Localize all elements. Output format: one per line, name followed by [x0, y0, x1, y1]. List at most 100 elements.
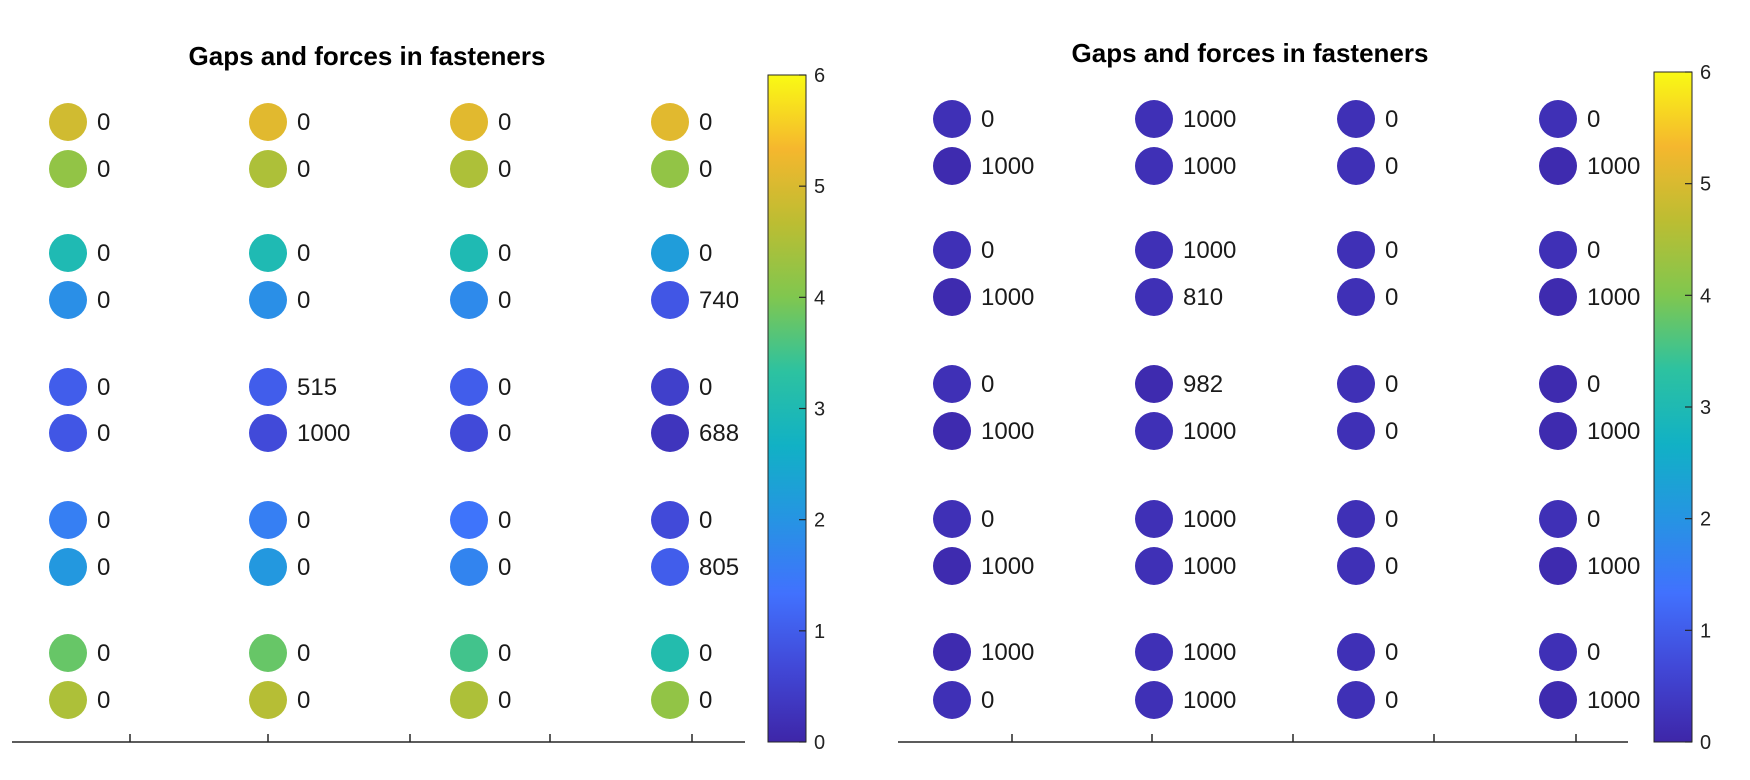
left-force-label-r8-c4: 805 [699, 554, 739, 581]
right-markers-layer [933, 100, 1577, 719]
left-force-label-r1-c1: 0 [97, 109, 110, 136]
left-fastener-marker-r5-c1 [49, 368, 87, 406]
left-force-label-r1-c4: 0 [699, 109, 712, 136]
left-force-label-r9-c3: 0 [498, 640, 511, 667]
left-force-label-r1-c2: 0 [297, 109, 310, 136]
right-force-label-r3-c2: 1000 [1183, 237, 1236, 264]
left-force-label-r3-c3: 0 [498, 240, 511, 267]
right-force-label-r7-c1: 0 [981, 506, 994, 533]
right-fastener-marker-r2-c2 [1135, 147, 1173, 185]
right-fastener-marker-r10-c4 [1539, 681, 1577, 719]
right-chart-title: Gaps and forces in fasteners [1072, 38, 1429, 68]
left-fastener-marker-r7-c3 [450, 501, 488, 539]
left-colorbar-tick-label-0: 0 [814, 732, 825, 754]
right-fastener-marker-r8-c4 [1539, 547, 1577, 585]
left-fastener-marker-r1-c2 [249, 103, 287, 141]
right-fastener-marker-r5-c4 [1539, 365, 1577, 403]
right-fastener-marker-r7-c4 [1539, 500, 1577, 538]
left-fastener-marker-r6-c4 [651, 414, 689, 452]
right-fastener-marker-r9-c3 [1337, 633, 1375, 671]
left-fastener-marker-r5-c3 [450, 368, 488, 406]
right-colorbar-tick-label-3: 3 [1700, 397, 1711, 419]
right-fastener-marker-r9-c4 [1539, 633, 1577, 671]
right-fastener-marker-r10-c3 [1337, 681, 1375, 719]
right-force-label-r5-c1: 0 [981, 371, 994, 398]
left-force-label-r3-c4: 0 [699, 240, 712, 267]
left-fastener-marker-r6-c3 [450, 414, 488, 452]
left-fastener-marker-r5-c2 [249, 368, 287, 406]
left-fastener-marker-r4-c1 [49, 281, 87, 319]
left-force-label-r6-c3: 0 [498, 420, 511, 447]
left-force-label-r9-c2: 0 [297, 640, 310, 667]
left-force-label-r5-c4: 0 [699, 374, 712, 401]
left-fastener-marker-r2-c1 [49, 150, 87, 188]
right-x-axis-ticks [1011, 734, 1577, 742]
left-force-label-r5-c1: 0 [97, 374, 110, 401]
right-labels-layer: 0 1000 0 0 1000 1000 0 1000 0 1000 0 0 1000 810 0 1000 0… [981, 106, 1640, 714]
right-fastener-marker-r8-c1 [933, 547, 971, 585]
right-force-label-r7-c4: 0 [1587, 506, 1600, 533]
right-fastener-marker-r2-c1 [933, 147, 971, 185]
right-colorbar-tick-label-2: 2 [1700, 509, 1711, 531]
right-force-label-r2-c2: 1000 [1183, 153, 1236, 180]
right-colorbar-tick-label-1: 1 [1700, 620, 1711, 642]
left-force-label-r4-c4: 740 [699, 287, 739, 314]
left-fastener-marker-r3-c3 [450, 234, 488, 272]
right-fastener-marker-r5-c2 [1135, 365, 1173, 403]
right-force-label-r2-c3: 0 [1385, 153, 1398, 180]
right-fastener-marker-r4-c3 [1337, 278, 1375, 316]
left-force-label-r7-c2: 0 [297, 507, 310, 534]
right-force-label-r3-c4: 0 [1587, 237, 1600, 264]
left-fastener-marker-r1-c3 [450, 103, 488, 141]
right-colorbar-tick-label-6: 6 [1700, 62, 1711, 84]
right-fastener-marker-r2-c4 [1539, 147, 1577, 185]
right-force-label-r6-c2: 1000 [1183, 418, 1236, 445]
right-fastener-marker-r1-c4 [1539, 100, 1577, 138]
left-force-label-r8-c3: 0 [498, 554, 511, 581]
left-force-label-r7-c3: 0 [498, 507, 511, 534]
left-force-label-r6-c2: 1000 [297, 420, 350, 447]
right-fastener-marker-r8-c2 [1135, 547, 1173, 585]
right-fastener-marker-r7-c3 [1337, 500, 1375, 538]
right-fastener-marker-r3-c3 [1337, 231, 1375, 269]
left-colorbar-tick-label-6: 6 [814, 65, 825, 87]
left-colorbar-tick-label-4: 4 [814, 287, 825, 309]
right-force-label-r2-c1: 1000 [981, 153, 1034, 180]
left-force-label-r10-c1: 0 [97, 687, 110, 714]
left-fastener-marker-r1-c4 [651, 103, 689, 141]
left-fastener-marker-r8-c3 [450, 548, 488, 586]
right-fastener-marker-r3-c4 [1539, 231, 1577, 269]
left-fastener-marker-r9-c4 [651, 634, 689, 672]
left-force-label-r10-c4: 0 [699, 687, 712, 714]
right-fastener-marker-r9-c2 [1135, 633, 1173, 671]
left-fastener-marker-r8-c4 [651, 548, 689, 586]
left-force-label-r6-c4: 688 [699, 420, 739, 447]
right-force-label-r5-c3: 0 [1385, 371, 1398, 398]
left-chart-panel: Gaps and forces in fasteners 0 0 0 0 0 0 0 0 0 0 0… [12, 41, 825, 754]
right-force-label-r9-c2: 1000 [1183, 639, 1236, 666]
left-fastener-marker-r3-c4 [651, 234, 689, 272]
left-markers-layer [49, 103, 689, 719]
right-force-label-r10-c1: 0 [981, 687, 994, 714]
right-fastener-marker-r6-c1 [933, 412, 971, 450]
left-fastener-marker-r4-c3 [450, 281, 488, 319]
right-fastener-marker-r6-c3 [1337, 412, 1375, 450]
right-force-label-r4-c3: 0 [1385, 284, 1398, 311]
left-fastener-marker-r9-c2 [249, 634, 287, 672]
left-colorbar-tick-label-3: 3 [814, 399, 825, 421]
right-colorbar-ticks: 0 1 2 3 4 5 6 [1685, 62, 1711, 754]
left-fastener-marker-r9-c1 [49, 634, 87, 672]
left-chart-title: Gaps and forces in fasteners [189, 41, 546, 71]
left-force-label-r8-c2: 0 [297, 554, 310, 581]
right-fastener-marker-r3-c1 [933, 231, 971, 269]
left-fastener-marker-r2-c4 [651, 150, 689, 188]
left-fastener-marker-r7-c4 [651, 501, 689, 539]
right-force-label-r5-c4: 0 [1587, 371, 1600, 398]
right-force-label-r7-c3: 0 [1385, 506, 1398, 533]
right-fastener-marker-r6-c4 [1539, 412, 1577, 450]
right-fastener-marker-r7-c1 [933, 500, 971, 538]
right-force-label-r10-c4: 1000 [1587, 687, 1640, 714]
left-fastener-marker-r10-c3 [450, 681, 488, 719]
left-colorbar-tick-label-5: 5 [814, 176, 825, 198]
